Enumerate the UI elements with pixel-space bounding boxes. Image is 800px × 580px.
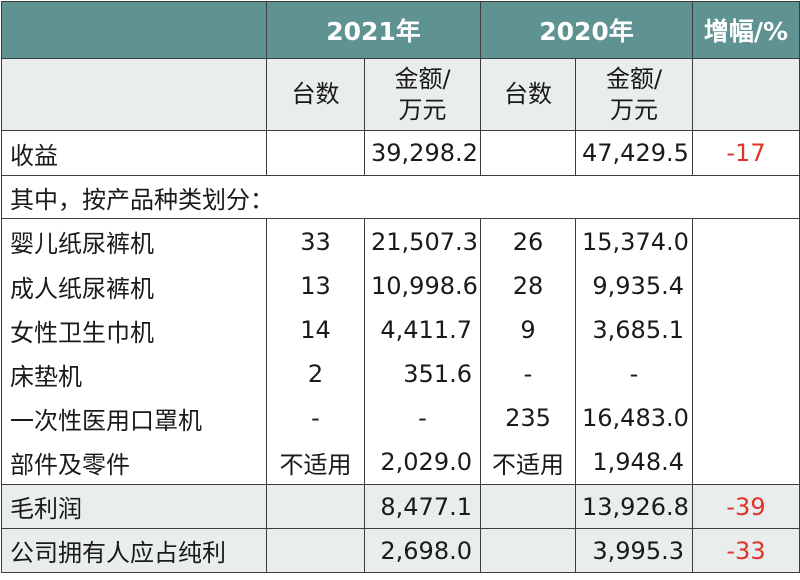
item-units-2021: 33 [266, 218, 365, 264]
subheader-amount-2020: 金额/ 万元 [575, 58, 693, 131]
table-row: 部件及零件 不适用 2,029.0 不适用 1,948.4 [1, 440, 800, 485]
item-change [692, 352, 800, 396]
gross-profit-change: -39 [692, 484, 800, 529]
item-units-2020: - [480, 352, 576, 396]
item-change [692, 308, 800, 352]
net-profit-units-2021 [266, 528, 365, 573]
item-units-2021: 14 [266, 308, 365, 352]
net-profit-amount-2020: 3,995.3 [575, 528, 693, 573]
revenue-units-2021 [266, 130, 365, 176]
item-label: 部件及零件 [1, 440, 267, 485]
header-change: 增幅/% [692, 1, 800, 59]
subheader-amount-2021: 金额/ 万元 [364, 58, 481, 131]
subheader-units-2021: 台数 [266, 58, 365, 131]
table-row: 女性卫生巾机 14 4,411.7 9 3,685.1 [1, 308, 800, 352]
item-units-2020: 9 [480, 308, 576, 352]
revenue-label: 收益 [1, 130, 267, 176]
gross-profit-amount-2021: 8,477.1 [364, 484, 481, 529]
gross-profit-units-2021 [266, 484, 365, 529]
revenue-amount-2021: 39,298.2 [364, 130, 481, 176]
item-amount-2021: 351.6 [364, 352, 481, 396]
item-amount-2020: 15,374.0 [575, 218, 693, 264]
item-units-2021: 13 [266, 264, 365, 308]
table-row: 婴儿纸尿裤机 33 21,507.3 26 15,374.0 [1, 218, 800, 264]
net-profit-units-2020 [480, 528, 576, 573]
revenue-units-2020 [480, 130, 576, 176]
subheader-row: 台数 金额/ 万元 台数 金额/ 万元 [1, 58, 800, 131]
table-row: 成人纸尿裤机 13 10,998.6 28 9,935.4 [1, 264, 800, 308]
item-units-2021: 2 [266, 352, 365, 396]
header-empty [1, 1, 267, 59]
subheader-amount-2021-line1: 金额/ [394, 64, 451, 93]
item-amount-2020: 9,935.4 [575, 264, 693, 308]
item-amount-2021: - [364, 396, 481, 440]
gross-profit-units-2020 [480, 484, 576, 529]
header-row: 2021年 2020年 增幅/% [1, 1, 800, 59]
subheader-amount-2021-line2: 万元 [398, 95, 447, 124]
net-profit-amount-2021: 2,698.0 [364, 528, 481, 573]
section-row: 其中，按产品种类划分： [1, 175, 800, 219]
revenue-amount-2020: 47,429.5 [575, 130, 693, 176]
subheader-change-empty [692, 58, 800, 131]
item-amount-2020: - [575, 352, 693, 396]
item-change [692, 440, 800, 485]
item-units-2020: 235 [480, 396, 576, 440]
revenue-row: 收益 39,298.2 47,429.5 -17 [1, 130, 800, 176]
item-change [692, 396, 800, 440]
net-profit-label: 公司拥有人应占纯利 [1, 528, 267, 573]
table-row: 一次性医用口罩机 - - 235 16,483.0 [1, 396, 800, 440]
item-change [692, 218, 800, 264]
item-amount-2021: 21,507.3 [364, 218, 481, 264]
subheader-empty [1, 58, 267, 131]
revenue-change: -17 [692, 130, 800, 176]
item-units-2020: 28 [480, 264, 576, 308]
item-units-2021: 不适用 [266, 440, 365, 485]
item-units-2021: - [266, 396, 365, 440]
item-amount-2020: 1,948.4 [575, 440, 693, 485]
gross-profit-amount-2020: 13,926.8 [575, 484, 693, 529]
item-change [692, 264, 800, 308]
net-profit-row: 公司拥有人应占纯利 2,698.0 3,995.3 -33 [1, 528, 800, 573]
subheader-amount-2020-line2: 万元 [610, 95, 658, 124]
item-label: 女性卫生巾机 [1, 308, 267, 352]
table-row: 床垫机 2 351.6 - - [1, 352, 800, 396]
item-amount-2020: 3,685.1 [575, 308, 693, 352]
header-2021: 2021年 [266, 1, 481, 59]
item-units-2020: 26 [480, 218, 576, 264]
gross-profit-row: 毛利润 8,477.1 13,926.8 -39 [1, 484, 800, 529]
item-label: 床垫机 [1, 352, 267, 396]
item-amount-2021: 10,998.6 [364, 264, 481, 308]
item-amount-2021: 2,029.0 [364, 440, 481, 485]
net-profit-change: -33 [692, 528, 800, 573]
item-amount-2020: 16,483.0 [575, 396, 693, 440]
subheader-amount-2020-line1: 金额/ [605, 64, 663, 93]
item-units-2020: 不适用 [480, 440, 576, 485]
header-2020: 2020年 [480, 1, 693, 59]
gross-profit-label: 毛利润 [1, 484, 267, 529]
section-title: 其中，按产品种类划分： [1, 175, 800, 219]
item-amount-2021: 4,411.7 [364, 308, 481, 352]
item-label: 婴儿纸尿裤机 [1, 218, 267, 264]
item-label: 成人纸尿裤机 [1, 264, 267, 308]
subheader-units-2020: 台数 [480, 58, 576, 131]
item-label: 一次性医用口罩机 [1, 396, 267, 440]
